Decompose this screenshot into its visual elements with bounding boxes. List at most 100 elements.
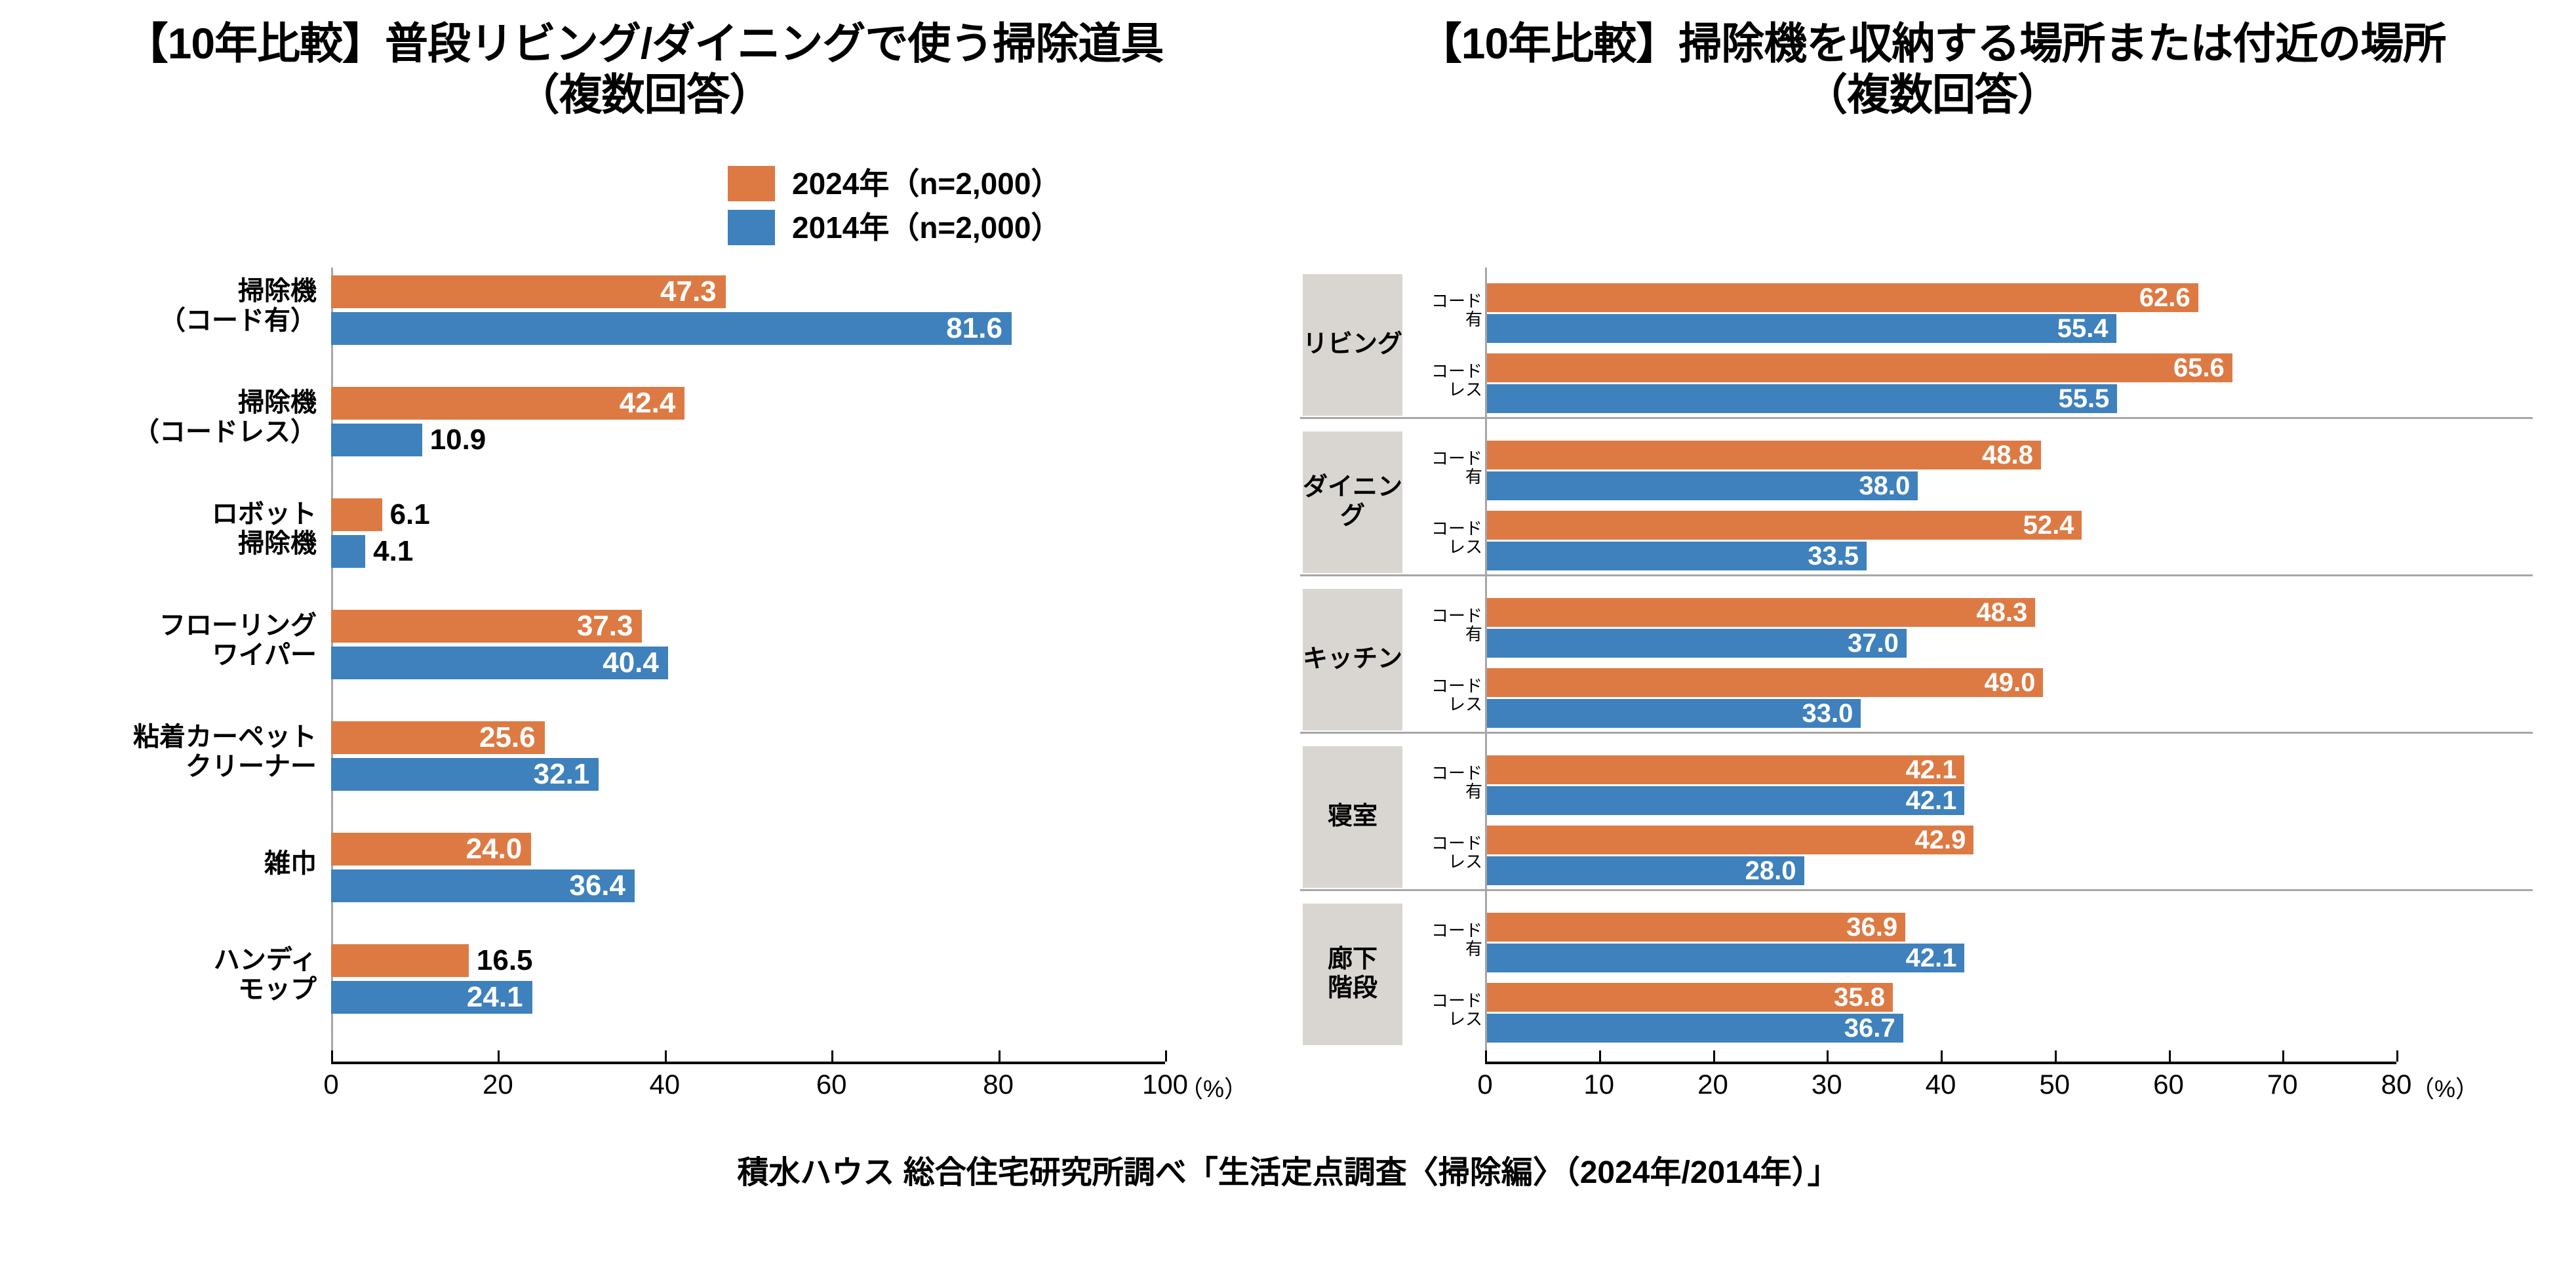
left-x-tick-label: 20 (483, 1069, 513, 1100)
left-category-label-line-2: モップ (238, 975, 317, 1004)
right-bar-2014: 42.1 (1485, 786, 1965, 815)
left-bar-value-label: 32.1 (533, 758, 590, 790)
right-bar-value-label: 65.6 (2173, 353, 2225, 382)
right-bar-2024: 35.8 (1485, 983, 1893, 1012)
left-x-tick (1165, 1050, 1167, 1062)
left-category-label-line-2: （コードレス） (133, 418, 317, 447)
left-x-tick-label: 100 (1141, 1069, 1189, 1100)
right-sub-label-cordless: コード レス (1405, 508, 1482, 568)
right-room-label-box: リビング (1303, 274, 1402, 416)
right-x-tick (2282, 1050, 2285, 1062)
right-bar-value-label: 48.3 (1976, 598, 2028, 627)
left-bar-2014: 40.4 (331, 647, 668, 679)
right-sub-label-line-2: レス (1448, 379, 1482, 399)
right-sub-label-corded: コード有 (1405, 595, 1482, 655)
right-x-tick (2168, 1050, 2171, 1062)
right-sub-label-corded: コード有 (1405, 753, 1482, 812)
right-x-tick (1598, 1050, 1601, 1062)
right-bar-2014: 42.1 (1485, 944, 1965, 972)
right-bar-value-label: 42.9 (1914, 826, 1966, 854)
right-group-separator (1300, 889, 2533, 891)
left-bar-2024: 25.6 (331, 721, 545, 754)
left-bar-value-label: 24.0 (466, 833, 523, 865)
right-bar-value-label: 42.1 (1905, 786, 1957, 815)
right-group-separator (1300, 574, 2533, 576)
right-bar-value-label: 49.0 (1984, 668, 2036, 697)
right-room-label-box: 廊下 階段 (1303, 904, 1402, 1045)
left-bar-value-label: 25.6 (479, 721, 536, 753)
right-bar-2014: 28.0 (1485, 856, 1804, 885)
right-sub-label-corded: コード有 (1405, 910, 1482, 970)
legend-label-2014: 2014年（n=2,000） (792, 210, 1061, 245)
right-group-separator (1300, 417, 2533, 419)
source-footnote: 積水ハウス 総合住宅研究所調べ「生活定点調査〈掃除編〉（2024年/2014年）… (737, 1155, 1839, 1190)
left-category-label-line-1: 雑巾 (264, 848, 317, 878)
right-bar-2014: 33.0 (1485, 699, 1861, 728)
left-title-line-1: 【10年比較】普段リビング/ダイニングで使う掃除道具 (125, 19, 1164, 68)
right-bar-2024: 42.9 (1485, 826, 1974, 854)
left-bar-value-label: 40.4 (603, 647, 659, 679)
right-x-axis-unit: （%） (2411, 1075, 2480, 1102)
left-bar-2014: 10.9 (331, 424, 486, 456)
right-x-tick-label: 50 (2039, 1069, 2071, 1100)
right-sub-label-cordless: コード レス (1405, 980, 1482, 1040)
left-category-label-line-1: ロボット (212, 500, 317, 529)
right-x-tick-label: 40 (1925, 1069, 1956, 1100)
right-x-tick (1941, 1050, 1943, 1062)
right-bar-value-label: 62.6 (2139, 283, 2190, 312)
right-bar-2024: 42.1 (1485, 755, 1965, 784)
legend-swatch-2014-icon (728, 210, 775, 245)
right-sub-label-line-2: レス (1448, 536, 1482, 557)
right-x-tick-label: 0 (1477, 1069, 1493, 1100)
right-sub-label-cordless: コード レス (1405, 351, 1482, 410)
left-category-label: 掃除機 （コード有） (0, 271, 331, 341)
right-room-label-box: ダイニング (1303, 431, 1402, 573)
right-room-label-box: キッチン (1303, 589, 1402, 730)
left-x-tick-label: 0 (323, 1069, 339, 1100)
left-x-tick (664, 1050, 667, 1062)
right-bar-2024: 36.9 (1485, 913, 1906, 942)
right-bar-value-label: 36.9 (1846, 913, 1898, 942)
right-x-tick (1827, 1050, 1829, 1062)
right-sub-label-line-2: レス (1448, 694, 1482, 714)
left-x-tick-label: 40 (649, 1069, 681, 1100)
right-title-line-2: （複数回答） (1804, 70, 2061, 119)
right-bar-2024: 52.4 (1485, 511, 2082, 540)
left-bar-2014: 36.4 (331, 869, 635, 902)
right-bar-2024: 48.8 (1485, 441, 2041, 469)
left-category-label-line-1: 粘着カーペット (133, 723, 317, 752)
left-bar-2024: 6.1 (331, 498, 430, 531)
right-bar-value-label: 52.4 (2023, 511, 2074, 540)
right-sub-label-line-2: 有 (1465, 466, 1482, 487)
right-bar-chart-plot: リビング コード有 62.6 55.4 コード レス 65.6 55.5 ダイニング コード有 48… (1288, 268, 2576, 1102)
right-sub-label-line-1: コード (1431, 361, 1482, 382)
left-x-tick (831, 1050, 834, 1062)
left-category-label: ハンディ モップ (0, 940, 331, 1010)
right-sub-label-line-1: コード (1431, 606, 1482, 626)
right-room-label-text: 寝室 (1327, 803, 1377, 831)
left-bar-2014: 32.1 (331, 758, 599, 791)
right-x-tick (1485, 1050, 1487, 1062)
right-bar-2024: 62.6 (1485, 283, 2198, 312)
left-bar-value-label: 10.9 (429, 424, 486, 456)
right-sub-label-line-2: 有 (1465, 781, 1482, 801)
right-bar-2014: 36.7 (1485, 1014, 1903, 1043)
right-sub-label-line-1: コード (1431, 991, 1482, 1011)
right-x-axis-line (1485, 1062, 2396, 1064)
right-room-label-text: ダイニング (1303, 473, 1403, 530)
right-x-tick (2054, 1050, 2057, 1062)
left-bar-2014: 4.1 (331, 535, 413, 568)
right-sub-label-line-2: 有 (1465, 309, 1482, 329)
left-category-label-line-2: ワイパー (212, 641, 317, 669)
right-sub-label-line-2: 有 (1465, 938, 1482, 959)
right-bar-value-label: 36.7 (1844, 1014, 1895, 1043)
right-bar-2024: 48.3 (1485, 598, 2036, 627)
right-x-tick-label: 70 (2267, 1069, 2298, 1100)
right-x-tick-label: 80 (2381, 1069, 2412, 1100)
right-bar-value-label: 42.1 (1905, 755, 1957, 784)
left-bar-value-label: 81.6 (946, 312, 1002, 344)
left-title-line-2: （複数回答） (516, 70, 773, 119)
left-bar-value-label: 37.3 (576, 610, 633, 642)
left-x-tick-label: 60 (816, 1069, 847, 1100)
right-bar-value-label: 33.0 (1802, 699, 1853, 728)
